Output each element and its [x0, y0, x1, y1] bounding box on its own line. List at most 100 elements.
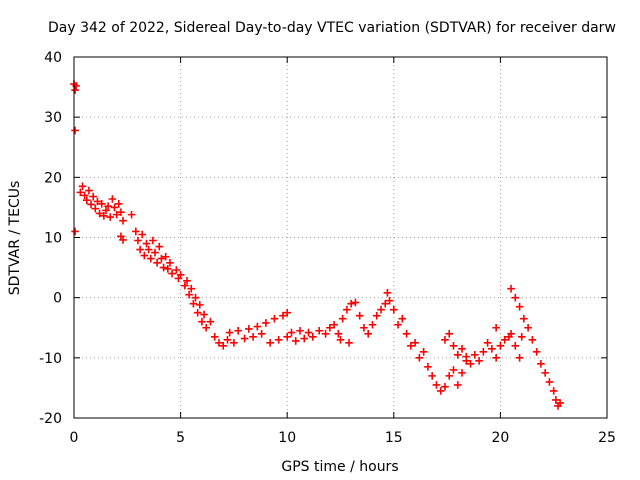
data-point — [242, 336, 248, 342]
data-point — [459, 346, 465, 352]
data-point — [72, 228, 78, 234]
data-point — [199, 319, 205, 325]
data-point — [357, 313, 363, 319]
data-point — [186, 292, 192, 298]
chart: Day 342 of 2022, Sidereal Day-to-day VTE… — [0, 0, 640, 480]
chart-title: Day 342 of 2022, Sidereal Day-to-day VTE… — [48, 20, 616, 36]
data-point — [316, 328, 322, 334]
data-point — [116, 201, 122, 207]
data-point — [416, 355, 422, 361]
data-point — [446, 331, 452, 337]
data-point — [310, 334, 316, 340]
data-point — [133, 228, 139, 234]
data-point — [512, 295, 518, 301]
x-tick-label: 10 — [278, 430, 296, 446]
data-point — [188, 286, 194, 292]
data-point — [284, 334, 290, 340]
data-point — [92, 206, 98, 212]
data-point — [459, 370, 465, 376]
data-point — [352, 299, 358, 305]
data-point — [306, 330, 312, 336]
data-point — [167, 260, 173, 266]
data-point — [331, 322, 337, 328]
data-point — [207, 319, 213, 325]
data-point — [195, 310, 201, 316]
data-point — [80, 183, 86, 189]
data-point — [404, 331, 410, 337]
data-point — [340, 316, 346, 322]
data-point — [442, 337, 448, 343]
data-point — [267, 340, 273, 346]
data-point — [455, 382, 461, 388]
data-point — [382, 301, 388, 307]
x-tick-label: 15 — [385, 430, 403, 446]
data-point — [344, 307, 350, 313]
x-tick-label: 0 — [70, 430, 79, 446]
grid — [74, 57, 607, 418]
y-tick-label: -10 — [39, 351, 62, 367]
data-point — [139, 231, 145, 237]
data-point — [120, 218, 126, 224]
data-point — [433, 382, 439, 388]
y-tick-label: 30 — [44, 110, 62, 126]
data-point — [529, 337, 535, 343]
data-point — [193, 295, 199, 301]
data-point — [517, 304, 523, 310]
data-point — [468, 361, 474, 367]
data-point — [442, 384, 448, 390]
data-point — [476, 358, 482, 364]
data-point — [216, 340, 222, 346]
data-point — [534, 349, 540, 355]
data-point — [425, 364, 431, 370]
data-point — [112, 204, 118, 210]
data-point — [395, 322, 401, 328]
data-point — [72, 87, 78, 93]
data-point — [86, 188, 92, 194]
data-point — [220, 343, 226, 349]
data-point — [212, 334, 218, 340]
data-point — [472, 352, 478, 358]
data-point — [197, 302, 203, 308]
data-point — [338, 337, 344, 343]
data-point — [190, 301, 196, 307]
data-point — [521, 316, 527, 322]
data-point — [327, 325, 333, 331]
data-point — [161, 265, 167, 271]
data-point — [387, 298, 393, 304]
data-point — [508, 286, 514, 292]
data-point — [169, 271, 175, 277]
x-axis-label: GPS time / hours — [281, 459, 398, 475]
data-point — [517, 355, 523, 361]
y-tick-label: 40 — [44, 50, 62, 66]
data-point — [525, 325, 531, 331]
data-point — [502, 337, 508, 343]
data-point — [391, 307, 397, 313]
data-point — [480, 349, 486, 355]
data-point — [346, 340, 352, 346]
data-point — [412, 340, 418, 346]
x-tick-label: 25 — [598, 430, 616, 446]
axis-ticks: 0 5 10 15 20 25 -20 -10 0 10 20 30 40 — [39, 50, 616, 446]
data-point — [276, 337, 282, 343]
data-point — [146, 247, 152, 253]
data-point — [546, 379, 552, 385]
data-point — [284, 310, 290, 316]
data-point — [165, 266, 171, 272]
data-point — [263, 320, 269, 326]
data-point — [374, 313, 380, 319]
data-point — [231, 340, 237, 346]
data-point — [141, 253, 147, 259]
data-point — [369, 322, 375, 328]
data-point — [384, 290, 390, 296]
plot-frame — [74, 57, 607, 418]
y-tick-label: 10 — [44, 231, 62, 247]
data-point — [137, 247, 143, 253]
data-point — [150, 238, 156, 244]
data-point — [553, 397, 559, 403]
data-point — [173, 267, 179, 273]
x-tick-label: 5 — [176, 430, 185, 446]
data-point — [148, 256, 154, 262]
data-point — [250, 334, 256, 340]
data-point — [293, 338, 299, 344]
data-point — [485, 340, 491, 346]
